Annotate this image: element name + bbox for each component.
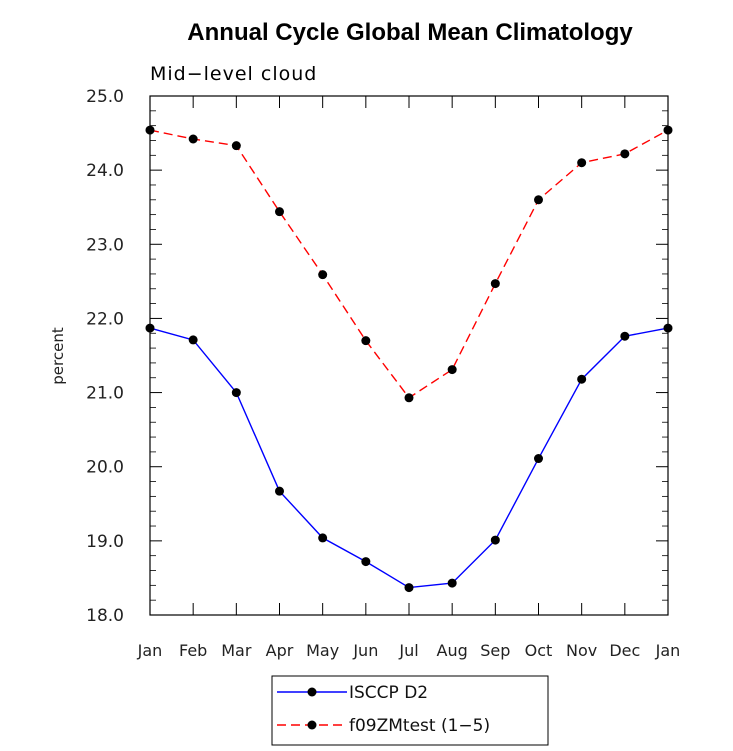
legend-marker [307,720,317,730]
data-point [447,578,457,588]
data-point [361,557,371,567]
data-point [620,331,630,341]
x-tick-label: Feb [179,641,207,660]
data-point [577,374,587,384]
data-point [490,279,500,289]
x-tick-label: May [306,641,339,660]
y-tick-label: 19.0 [86,532,124,552]
data-point [447,365,457,375]
data-point [361,336,371,346]
y-tick-label: 18.0 [86,606,124,626]
x-tick-label: Jun [352,641,378,660]
x-tick-label: Aug [437,641,468,660]
series-line [149,327,669,589]
y-tick-label: 25.0 [86,87,124,107]
x-tick-label: Nov [566,641,597,660]
data-point [534,454,543,464]
y-tick-label: 20.0 [86,458,124,478]
legend-box [271,675,549,746]
legend: ISCCP D2 f09ZMtest (1−5) [271,675,549,746]
data-point [620,149,630,159]
chart-title: Annual Cycle Global Mean Climatology [187,19,633,46]
series-1 [145,323,673,593]
data-point [231,388,241,398]
data-point [275,207,284,217]
legend-label: f09ZMtest (1−5) [349,716,490,736]
x-tick-label: Jan [137,641,163,660]
x-tick-label: Dec [609,641,640,660]
data-point [145,323,155,333]
legend-label: ISCCP D2 [349,683,428,703]
data-point [490,535,500,545]
y-tick-label: 22.0 [86,309,124,329]
y-tick-label: 23.0 [86,235,124,255]
data-point [663,125,673,135]
data-point [404,393,414,403]
data-point [318,533,328,543]
data-point [275,486,284,496]
series-line [149,129,669,399]
x-tick-label: Jan [655,641,681,660]
x-tick-label: Oct [525,641,553,660]
x-tick-label: Jul [398,641,418,660]
y-axis-label: percent [49,327,67,385]
axes: 18.0 19.0 20.0 21.0 22.0 23.0 24.0 25.0 Jan Feb Ma… [86,87,680,660]
data-point [318,270,328,280]
y-tick-label: 21.0 [86,384,124,404]
data-point [534,195,543,205]
legend-marker [307,687,317,697]
data-point [188,134,198,144]
x-tick-label: Mar [221,641,252,660]
data-point [231,141,241,151]
data-point [145,125,155,135]
chart-subtitle: Mid−level cloud [150,63,317,85]
y-tick-label: 24.0 [86,161,124,181]
data-point [404,583,414,593]
series-2 [145,125,673,403]
x-tick-label: Apr [266,641,294,660]
data-point [577,158,587,168]
x-tick-label: Sep [480,641,510,660]
data-point [188,335,198,345]
data-point [663,323,673,333]
series-layer [145,125,673,593]
plot-frame [149,95,669,616]
